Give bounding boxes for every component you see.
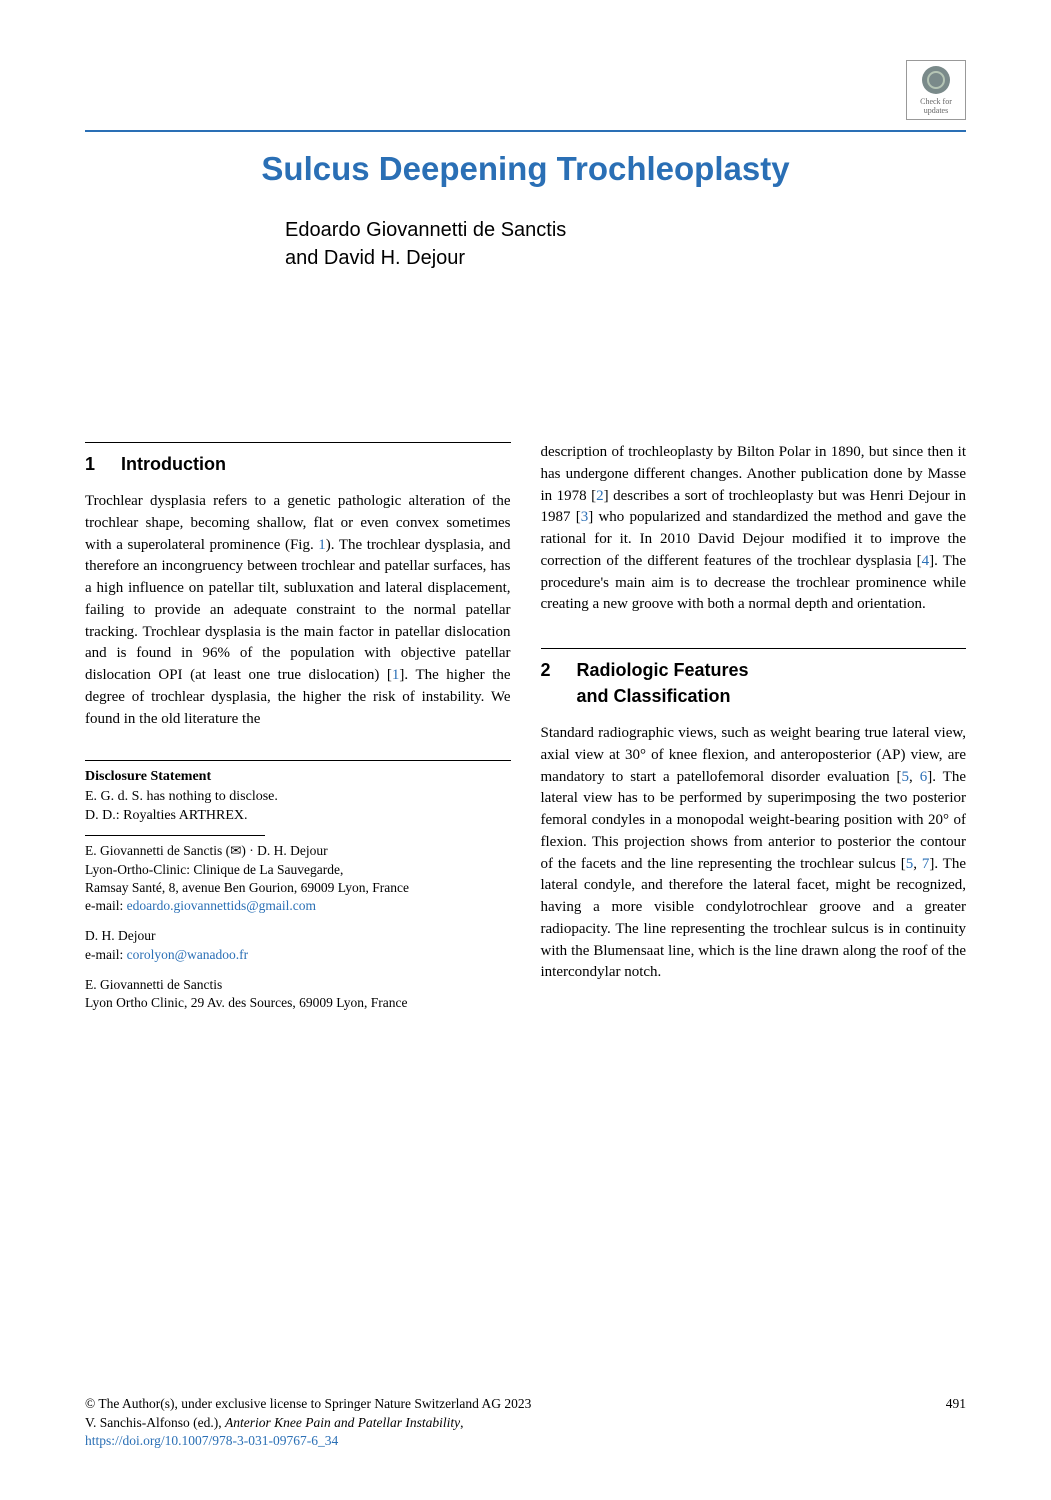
citation-line: V. Sanchis-Alfonso (ed.), Anterior Knee …: [85, 1414, 926, 1432]
affil-1-email-link[interactable]: edoardo.giovannettids@gmail.com: [127, 898, 316, 913]
title-rule: [85, 130, 966, 132]
section-2-num: 2: [541, 657, 559, 709]
book-title: Anterior Knee Pain and Patellar Instabil…: [225, 1415, 460, 1430]
section-2-heading: 2 Radiologic Features and Classification: [541, 657, 967, 709]
citation-comma: ,: [460, 1415, 463, 1430]
author-line-2: and David H. Dejour: [285, 244, 966, 272]
page-number: 491: [946, 1396, 966, 1411]
affil-2-email-label: e-mail:: [85, 947, 127, 962]
intro-col2-3: ] who popularized and standardized the m…: [541, 509, 967, 569]
section-1-num: 1: [85, 451, 103, 477]
doi-line: https://doi.org/10.1007/978-3-031-09767-…: [85, 1432, 926, 1450]
affil-2-author: D. H. Dejour: [85, 927, 511, 945]
editor-text: V. Sanchis-Alfonso (ed.),: [85, 1415, 225, 1430]
affil-3-author: E. Giovannetti de Sanctis: [85, 976, 511, 994]
section-2-title-line1: Radiologic Features: [577, 660, 749, 680]
section-2-title: Radiologic Features and Classification: [577, 657, 749, 709]
disclosure-heading: Disclosure Statement: [85, 767, 511, 787]
affil-1-addr2: Ramsay Santé, 8, avenue Ben Gourion, 690…: [85, 879, 511, 897]
check-updates-text2: updates: [924, 106, 948, 115]
affil-2-email-link[interactable]: corolyon@wanadoo.fr: [127, 947, 249, 962]
copyright-line: © The Author(s), under exclusive license…: [85, 1395, 926, 1413]
affil-2-email-row: e-mail: corolyon@wanadoo.fr: [85, 946, 511, 964]
radio-text-3: ]. The lateral condyle, and therefore th…: [541, 856, 967, 981]
check-updates-text1: Check for: [920, 97, 952, 106]
footer-left: © The Author(s), under exclusive license…: [85, 1395, 926, 1450]
ref-4-link[interactable]: 4: [922, 553, 930, 569]
section-2-rule: [541, 648, 967, 649]
affil-1-addr1: Lyon-Ortho-Clinic: Clinique de La Sauveg…: [85, 861, 511, 879]
affiliation-3: E. Giovannetti de Sanctis Lyon Ortho Cli…: [85, 976, 511, 1012]
ref-5-link[interactable]: 5: [902, 769, 910, 785]
affiliation-2: D. H. Dejour e-mail: corolyon@wanadoo.fr: [85, 927, 511, 963]
intro-paragraph: Trochlear dysplasia refers to a genetic …: [85, 491, 511, 730]
section-1-heading: 1 Introduction: [85, 451, 511, 477]
affil-3-addr: Lyon Ortho Clinic, 29 Av. des Sources, 6…: [85, 994, 511, 1012]
affil-1-email-label: e-mail:: [85, 898, 127, 913]
section-1-title: Introduction: [121, 451, 226, 477]
radio-paragraph: Standard radiographic views, such as wei…: [541, 723, 967, 984]
affiliation-1: E. Giovannetti de Sanctis (✉) · D. H. De…: [85, 842, 511, 915]
right-column: description of trochleoplasty by Bilton …: [541, 442, 967, 1024]
ref-2-link[interactable]: 2: [596, 488, 604, 504]
check-updates-badge[interactable]: Check for updates: [906, 60, 966, 120]
page-footer: © The Author(s), under exclusive license…: [85, 1395, 966, 1450]
section-2-title-line2: and Classification: [577, 686, 731, 706]
affil-1-authors: E. Giovannetti de Sanctis (✉) · D. H. De…: [85, 842, 511, 860]
authors-block: Edoardo Giovannetti de Sanctis and David…: [285, 216, 966, 272]
radio-comma-2: ,: [913, 856, 922, 872]
disclosure-line-1: E. G. d. S. has nothing to disclose.: [85, 788, 511, 807]
chapter-title: Sulcus Deepening Trochleoplasty: [85, 150, 966, 188]
section-1-rule: [85, 442, 511, 443]
left-column: 1 Introduction Trochlear dysplasia refer…: [85, 442, 511, 1024]
disclosure-line-2: D. D.: Royalties ARTHREX.: [85, 807, 511, 826]
figure-1-link[interactable]: 1: [318, 537, 326, 553]
radio-comma-1: ,: [909, 769, 920, 785]
intro-continuation: description of trochleoplasty by Bilton …: [541, 442, 967, 616]
intro-text-2: ). The trochlear dysplasia, and therefor…: [85, 537, 511, 684]
author-line-1: Edoardo Giovannetti de Sanctis: [285, 216, 966, 244]
affil-1-email-row: e-mail: edoardo.giovannettids@gmail.com: [85, 897, 511, 915]
doi-link[interactable]: https://doi.org/10.1007/978-3-031-09767-…: [85, 1433, 338, 1448]
two-column-layout: 1 Introduction Trochlear dysplasia refer…: [85, 442, 966, 1024]
footer-right: 491: [926, 1395, 966, 1450]
affiliation-rule: [85, 835, 265, 836]
check-updates-icon: [922, 66, 950, 94]
disclosure-rule: [85, 760, 511, 761]
